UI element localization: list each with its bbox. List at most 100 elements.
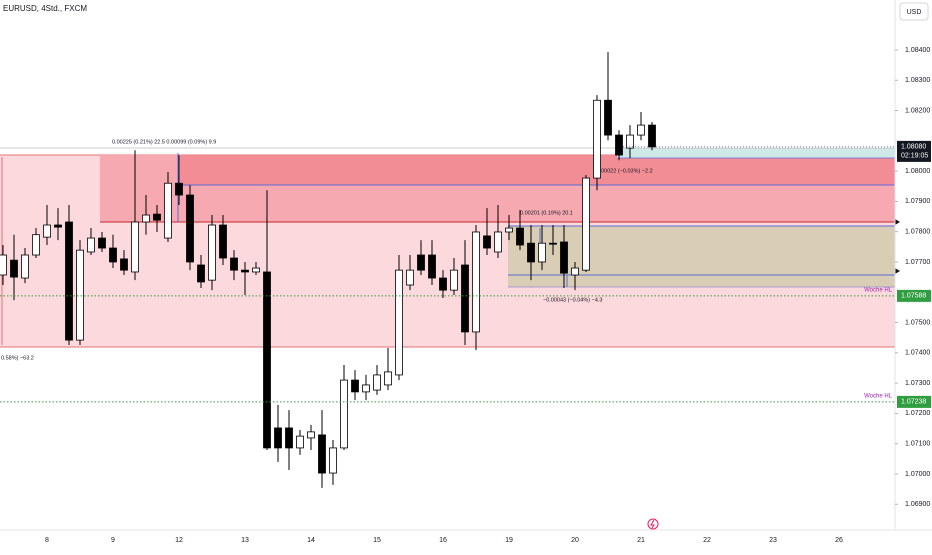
price-tag <box>897 395 931 408</box>
candle-body <box>428 254 436 279</box>
candle-body <box>494 231 502 253</box>
candle-body <box>395 269 403 376</box>
annotation: 0.00225 (0.21%) 22.5 0.00099 (0.09%) 9.9 <box>112 139 216 145</box>
candle-body <box>648 124 656 148</box>
candle-body <box>560 241 568 274</box>
candle-body <box>571 267 579 276</box>
y-tick-label: 1.07700 <box>905 259 930 266</box>
y-tick-label: 1.07500 <box>905 319 930 326</box>
y-tick-label: 1.07100 <box>905 441 930 448</box>
candle-body <box>131 221 139 273</box>
candle-body <box>296 435 304 449</box>
candle-body <box>307 431 315 439</box>
y-tick-label: 1.08300 <box>905 77 930 84</box>
candle-body <box>538 242 546 263</box>
x-tick-label: 19 <box>505 537 513 544</box>
candle-body <box>450 269 458 291</box>
y-tick-label: 1.07300 <box>905 380 930 387</box>
candle-body <box>615 134 623 156</box>
candle-body <box>329 447 337 474</box>
last-price-tag <box>897 140 931 162</box>
y-tick-label: 1.08000 <box>905 168 930 175</box>
candle-body <box>153 213 161 221</box>
candle-body <box>362 384 370 393</box>
candle-body <box>373 374 381 391</box>
x-tick-label: 9 <box>111 537 115 544</box>
candle-body <box>230 257 238 271</box>
candle-body <box>417 254 425 271</box>
x-tick-label: 12 <box>175 537 183 544</box>
x-tick-label: 16 <box>439 537 447 544</box>
candle-body <box>472 231 480 333</box>
candle-body <box>439 277 447 291</box>
x-tick-label: 22 <box>703 537 711 544</box>
zone <box>617 148 895 158</box>
y-tick-label: 1.08400 <box>905 47 930 54</box>
candle-body <box>219 224 227 259</box>
candle-body <box>274 427 282 449</box>
candle-body <box>76 249 84 341</box>
candle-body <box>505 227 513 233</box>
candle-body <box>516 227 524 246</box>
x-tick-label: 15 <box>373 537 381 544</box>
candle-body <box>109 247 117 263</box>
event-icon <box>650 519 655 529</box>
candle-body <box>142 214 150 223</box>
x-tick-label: 8 <box>45 537 49 544</box>
x-tick-label: 20 <box>571 537 579 544</box>
y-tick-label: 1.07900 <box>905 198 930 205</box>
x-tick-label: 26 <box>835 537 843 544</box>
candles <box>0 52 656 488</box>
candle-body <box>252 267 260 273</box>
candle-body <box>637 124 645 136</box>
annotation: 00022 (−0.03%) −2.2 <box>601 168 653 174</box>
candle-body <box>164 182 172 239</box>
candle-body <box>241 269 249 273</box>
candle-body <box>527 242 535 263</box>
x-tick-label: 21 <box>637 537 645 544</box>
event-icon[interactable] <box>647 518 659 530</box>
currency[interactable]: USD <box>907 9 922 16</box>
candle-body <box>384 371 392 386</box>
annotation: −0.00043 (−0.04%) −4.3 <box>543 297 602 303</box>
y-tick-label: 1.07200 <box>905 410 930 417</box>
level-label: Woche HL <box>864 287 893 293</box>
candle-body <box>120 258 128 271</box>
candle-body <box>593 99 601 179</box>
candle-body <box>208 224 216 281</box>
candle-body <box>54 224 62 228</box>
candle-body <box>21 254 29 279</box>
candle-body <box>285 427 293 449</box>
price-tag <box>897 289 931 302</box>
x-tick-label: 13 <box>241 537 249 544</box>
level-label: Woche HL <box>864 393 893 399</box>
annotation: 0.58%) −63.2 <box>1 355 34 361</box>
candle-body <box>87 237 95 253</box>
candle-body <box>461 264 469 333</box>
candle-body <box>406 269 414 286</box>
price-tag-label: 1.07238 <box>901 399 926 406</box>
candle-body <box>626 134 634 149</box>
candle-body <box>197 264 205 283</box>
candle-body <box>32 234 40 256</box>
candle-body <box>65 221 73 341</box>
x-tick-label: 14 <box>307 537 315 544</box>
candle-body <box>0 254 7 276</box>
y-tick-label: 1.06900 <box>905 501 930 508</box>
y-tick-label: 1.08200 <box>905 107 930 114</box>
last-price-label: 1.08080 <box>901 144 926 151</box>
candle-body <box>340 379 348 449</box>
currency-button[interactable] <box>899 2 929 21</box>
zone <box>180 155 895 185</box>
candle-body <box>175 182 183 196</box>
candle-body <box>186 194 194 263</box>
candle-body <box>10 259 18 278</box>
x-tick-label: 23 <box>769 537 777 544</box>
drawings <box>0 147 900 348</box>
candle-body <box>549 242 557 245</box>
y-tick-label: 1.07800 <box>905 229 930 236</box>
y-tick-label: 1.07000 <box>905 471 930 478</box>
candle-body <box>604 99 612 136</box>
zone <box>508 226 895 287</box>
